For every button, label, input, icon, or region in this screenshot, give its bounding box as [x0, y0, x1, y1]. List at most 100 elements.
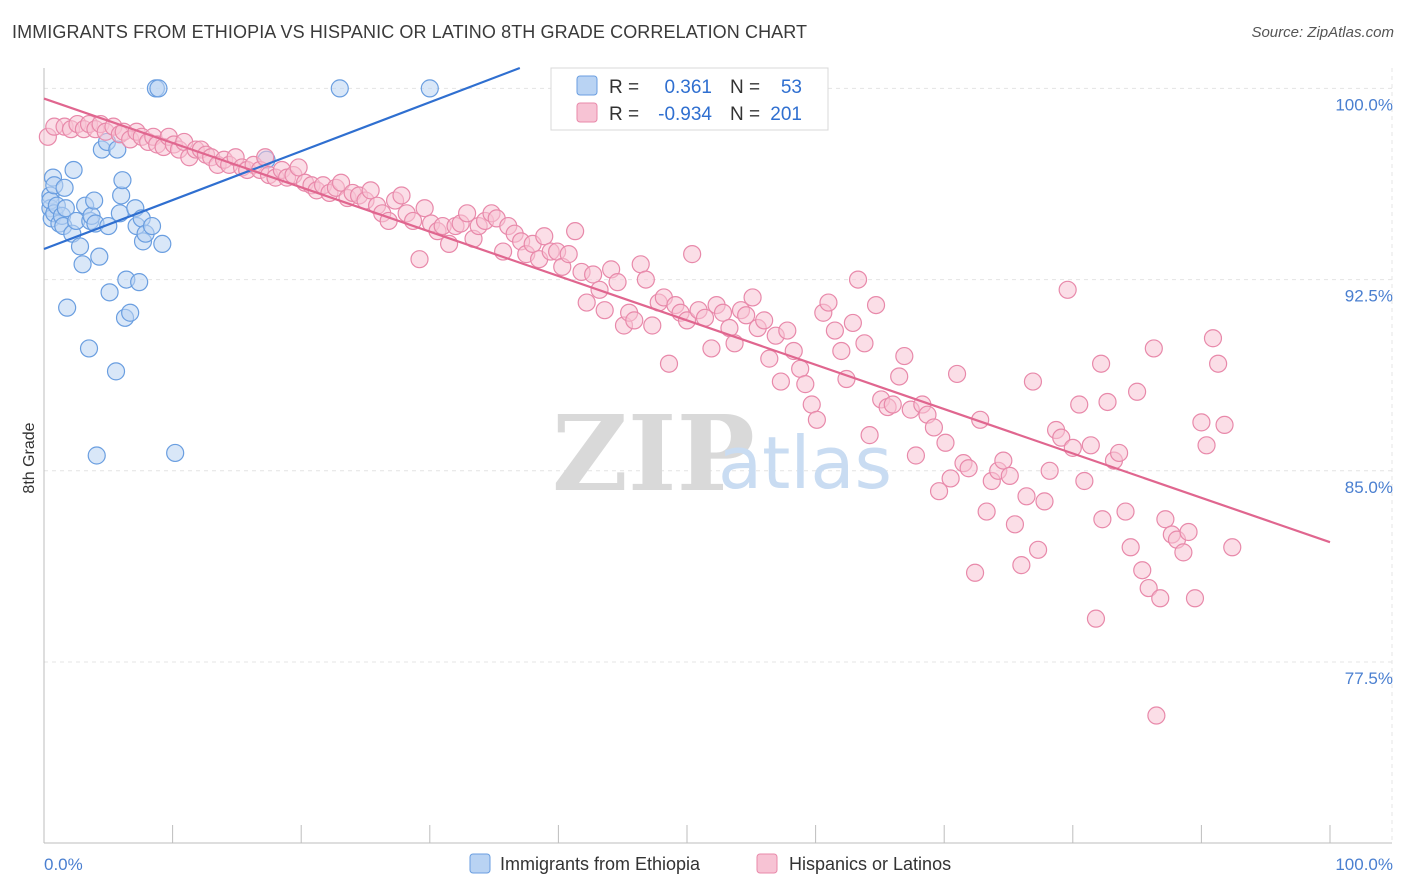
chart-title: IMMIGRANTS FROM ETHIOPIA VS HISPANIC OR …	[12, 22, 808, 42]
hispanic-point-92	[584, 265, 603, 284]
legend-r-value-hispanic: -0.934	[658, 104, 712, 125]
legend-r-label-ethiopia: R =	[609, 77, 639, 98]
hispanic-point-94	[595, 301, 614, 320]
hispanic-point-197	[1197, 436, 1216, 455]
hispanic-point-165	[1012, 556, 1031, 575]
hispanic-point-136	[843, 313, 862, 333]
ethiopia-point-35	[113, 171, 132, 190]
ethiopia-point-51	[330, 79, 349, 98]
hispanic-point-71	[457, 204, 477, 223]
ethiopia-point-34	[112, 186, 131, 205]
x-tick-labels: 0.0% 100.0%	[44, 855, 1393, 874]
y-axis-label: 8th Grade	[21, 422, 38, 493]
hispanic-point-121	[755, 311, 774, 330]
hispanic-point-182	[1109, 443, 1129, 463]
hispanic-point-169	[1035, 492, 1054, 511]
watermark-zip: ZIP	[552, 392, 755, 515]
ethiopia-point-25	[87, 446, 106, 465]
legend: R = 0.361 N = 53 R = -0.934 N = 201	[550, 67, 829, 131]
x-tick-label-1: 100.0%	[1335, 855, 1393, 874]
hispanic-point-203	[1091, 354, 1111, 373]
ethiopia-point-18	[73, 255, 92, 274]
hispanic-point-122	[760, 349, 779, 368]
ethiopia-point-26	[90, 247, 109, 266]
bottom-legend-swatch-ethiopia	[469, 853, 491, 874]
hispanic-point-193	[1174, 543, 1193, 562]
hispanic-point-157	[965, 563, 985, 582]
hispanic-point-50	[331, 173, 351, 192]
hispanic-point-190	[1156, 510, 1175, 529]
y-tick-label-3: 100.0%	[1335, 95, 1393, 114]
legend-n-value-hispanic: 201	[770, 104, 802, 125]
bottom-legend-label-hispanic: Hispanics or Latinos	[789, 854, 951, 874]
ethiopia-point-52	[420, 79, 439, 98]
hispanic-point-194	[1179, 522, 1198, 542]
hispanic-point-183	[1116, 502, 1135, 521]
y-tick-label-2: 92.5%	[1345, 287, 1393, 306]
hispanic-point-89	[566, 222, 585, 241]
hispanic-point-184	[1121, 538, 1140, 557]
hispanic-point-198	[1203, 329, 1223, 348]
ethiopia-point-12	[56, 199, 75, 218]
legend-r-label-hispanic: R =	[609, 104, 639, 125]
y-tick-labels: 77.5% 85.0% 92.5% 100.0%	[1335, 95, 1393, 688]
hispanic-point-199	[1209, 354, 1228, 373]
ethiopia-point-11	[55, 178, 74, 197]
hispanic-point-125	[778, 321, 797, 340]
hispanic-point-96	[608, 273, 627, 292]
hispanic-point-202	[1147, 706, 1166, 725]
hispanic-point-201	[1223, 538, 1242, 557]
legend-swatch-hispanic	[576, 102, 598, 123]
ethiopia-point-23	[85, 191, 104, 210]
hispanic-point-132	[819, 293, 838, 312]
hispanic-point-105	[659, 354, 679, 373]
hispanic-point-195	[1185, 589, 1205, 608]
hispanic-point-180	[1098, 392, 1117, 412]
hispanic-point-128	[796, 375, 815, 394]
hispanic-point-152	[936, 433, 955, 452]
hispanic-point-188	[1144, 339, 1163, 358]
bottom-legend: Immigrants from Ethiopia Hispanics or La…	[469, 853, 951, 874]
hispanic-point-186	[1133, 561, 1152, 580]
hispanic-point-64	[415, 199, 434, 218]
hispanic-point-162	[994, 451, 1013, 470]
grid-lines	[44, 68, 1393, 843]
ethiopia-point-49	[166, 443, 185, 463]
hispanic-point-163	[1000, 466, 1019, 485]
hispanic-point-100	[631, 255, 650, 274]
hispanic-point-175	[1070, 395, 1089, 414]
hispanic-point-153	[941, 469, 960, 488]
hispanic-point-168	[1028, 540, 1048, 559]
legend-n-label-hispanic: N =	[730, 104, 760, 125]
bottom-legend-label-ethiopia: Immigrants from Ethiopia	[500, 854, 701, 874]
hispanic-point-109	[683, 245, 702, 264]
hispanic-point-112	[702, 339, 721, 358]
ethiopia-point-38	[121, 303, 140, 322]
ethiopia-point-13	[58, 298, 77, 317]
ethiopia-point-41	[130, 273, 149, 292]
hispanic-point-84	[535, 227, 554, 246]
trend-lines	[43, 66, 1331, 544]
hispanic-point-164	[1005, 515, 1025, 534]
bottom-legend-swatch-hispanic	[756, 853, 778, 874]
hispanic-point-172	[1052, 428, 1071, 447]
ethiopia-point-31	[106, 362, 126, 381]
ethiopia-point-15	[64, 160, 83, 180]
hispanic-point-151	[929, 482, 949, 501]
hispanic-point-189	[1151, 589, 1170, 608]
hispanic-point-127	[791, 359, 810, 378]
hispanic-point-134	[832, 341, 851, 361]
hispanic-point-99	[625, 311, 644, 330]
hispanic-point-167	[1023, 372, 1043, 391]
hispanic-point-145	[895, 346, 914, 366]
ethiopia-point-47	[149, 79, 168, 98]
hispanic-point-119	[743, 288, 762, 307]
hispanic-point-43	[289, 158, 308, 177]
hispanic-point-147	[906, 446, 926, 465]
y-tick-label-1: 85.0%	[1345, 478, 1393, 497]
hispanic-point-55	[361, 181, 380, 200]
hispanic-point-114	[713, 303, 733, 322]
hispanic-point-200	[1215, 415, 1234, 435]
hispanic-point-60	[392, 186, 411, 205]
hispanic-point-156	[959, 459, 978, 478]
